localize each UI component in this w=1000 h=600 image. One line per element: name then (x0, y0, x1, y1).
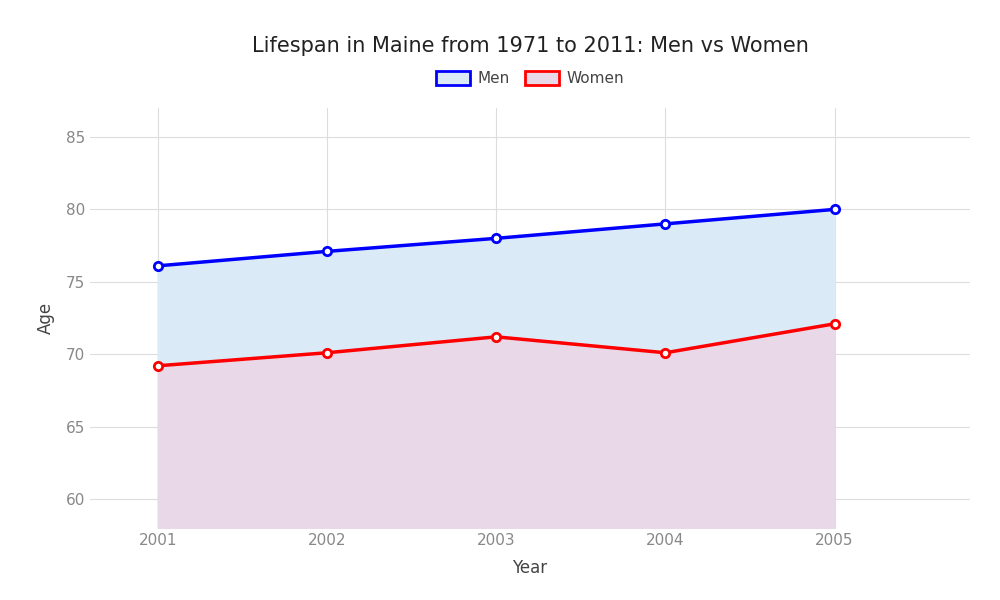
Y-axis label: Age: Age (37, 302, 55, 334)
Title: Lifespan in Maine from 1971 to 2011: Men vs Women: Lifespan in Maine from 1971 to 2011: Men… (252, 37, 808, 56)
Legend: Men, Women: Men, Women (430, 65, 630, 92)
X-axis label: Year: Year (512, 559, 548, 577)
